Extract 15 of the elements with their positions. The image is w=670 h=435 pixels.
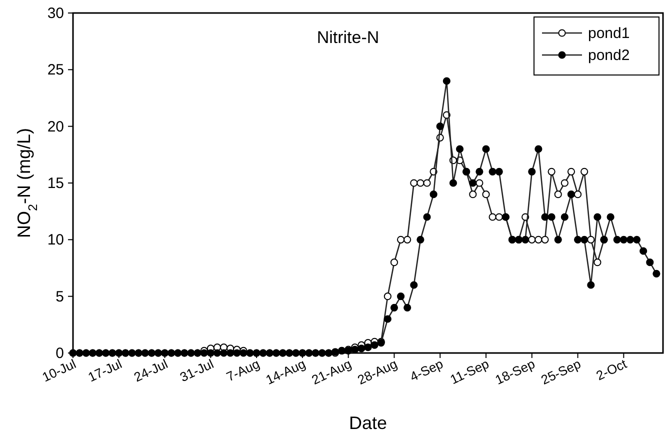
x-tick-label: 7-Aug bbox=[224, 356, 262, 384]
text: Nitrite-N bbox=[316, 28, 380, 47]
y-tick-label: 15 bbox=[47, 175, 64, 192]
legend-label: pond1 bbox=[588, 25, 630, 42]
legend-label: pond2 bbox=[588, 47, 630, 64]
x-axis-title: Date bbox=[348, 413, 388, 433]
x-tick-label: 31-Jul bbox=[177, 356, 216, 385]
y-tick-label: 0 bbox=[56, 345, 64, 362]
y-tick-label: 5 bbox=[56, 288, 64, 306]
y-tick-label: 20 bbox=[47, 118, 64, 136]
y-tick-label: 10 bbox=[47, 232, 64, 249]
x-tick-label: 4-Sep bbox=[408, 356, 446, 384]
x-tick-label: 2-Oct bbox=[594, 356, 630, 384]
y-tick-label: 25 bbox=[47, 62, 64, 79]
y-tick-label: 30 bbox=[47, 5, 64, 22]
